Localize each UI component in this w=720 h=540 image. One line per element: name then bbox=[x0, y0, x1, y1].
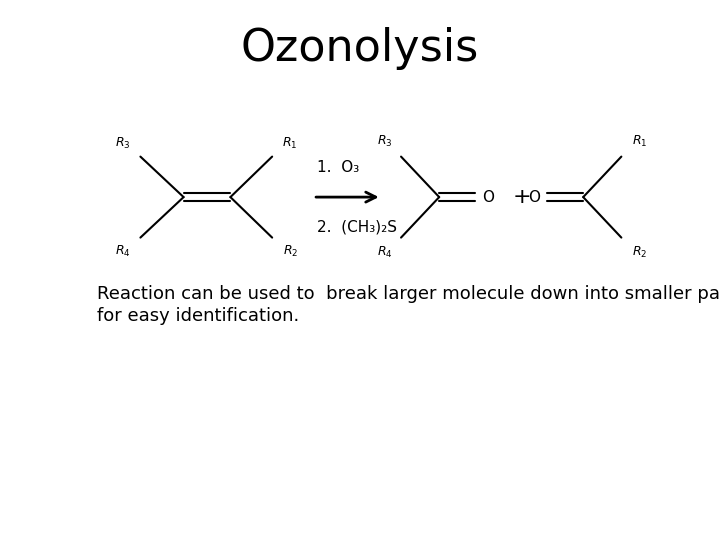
Text: $R_2$: $R_2$ bbox=[282, 244, 298, 259]
Text: $R_1$: $R_1$ bbox=[631, 134, 647, 149]
Text: $R_2$: $R_2$ bbox=[631, 245, 647, 260]
Text: $R_1$: $R_1$ bbox=[282, 136, 298, 151]
Text: O: O bbox=[482, 190, 494, 205]
Text: Reaction can be used to  break larger molecule down into smaller parts: Reaction can be used to break larger mol… bbox=[97, 285, 720, 303]
Text: $R_3$: $R_3$ bbox=[114, 136, 130, 151]
Text: +: + bbox=[513, 187, 531, 207]
Text: $R_4$: $R_4$ bbox=[377, 245, 393, 260]
Text: 2.  (CH₃)₂S: 2. (CH₃)₂S bbox=[317, 219, 397, 234]
Text: 1.  O₃: 1. O₃ bbox=[317, 160, 359, 175]
Text: O: O bbox=[528, 190, 540, 205]
Text: for easy identification.: for easy identification. bbox=[97, 307, 300, 325]
Text: Ozonolysis: Ozonolysis bbox=[241, 27, 479, 70]
Text: $R_3$: $R_3$ bbox=[377, 134, 393, 149]
Text: $R_4$: $R_4$ bbox=[114, 244, 130, 259]
